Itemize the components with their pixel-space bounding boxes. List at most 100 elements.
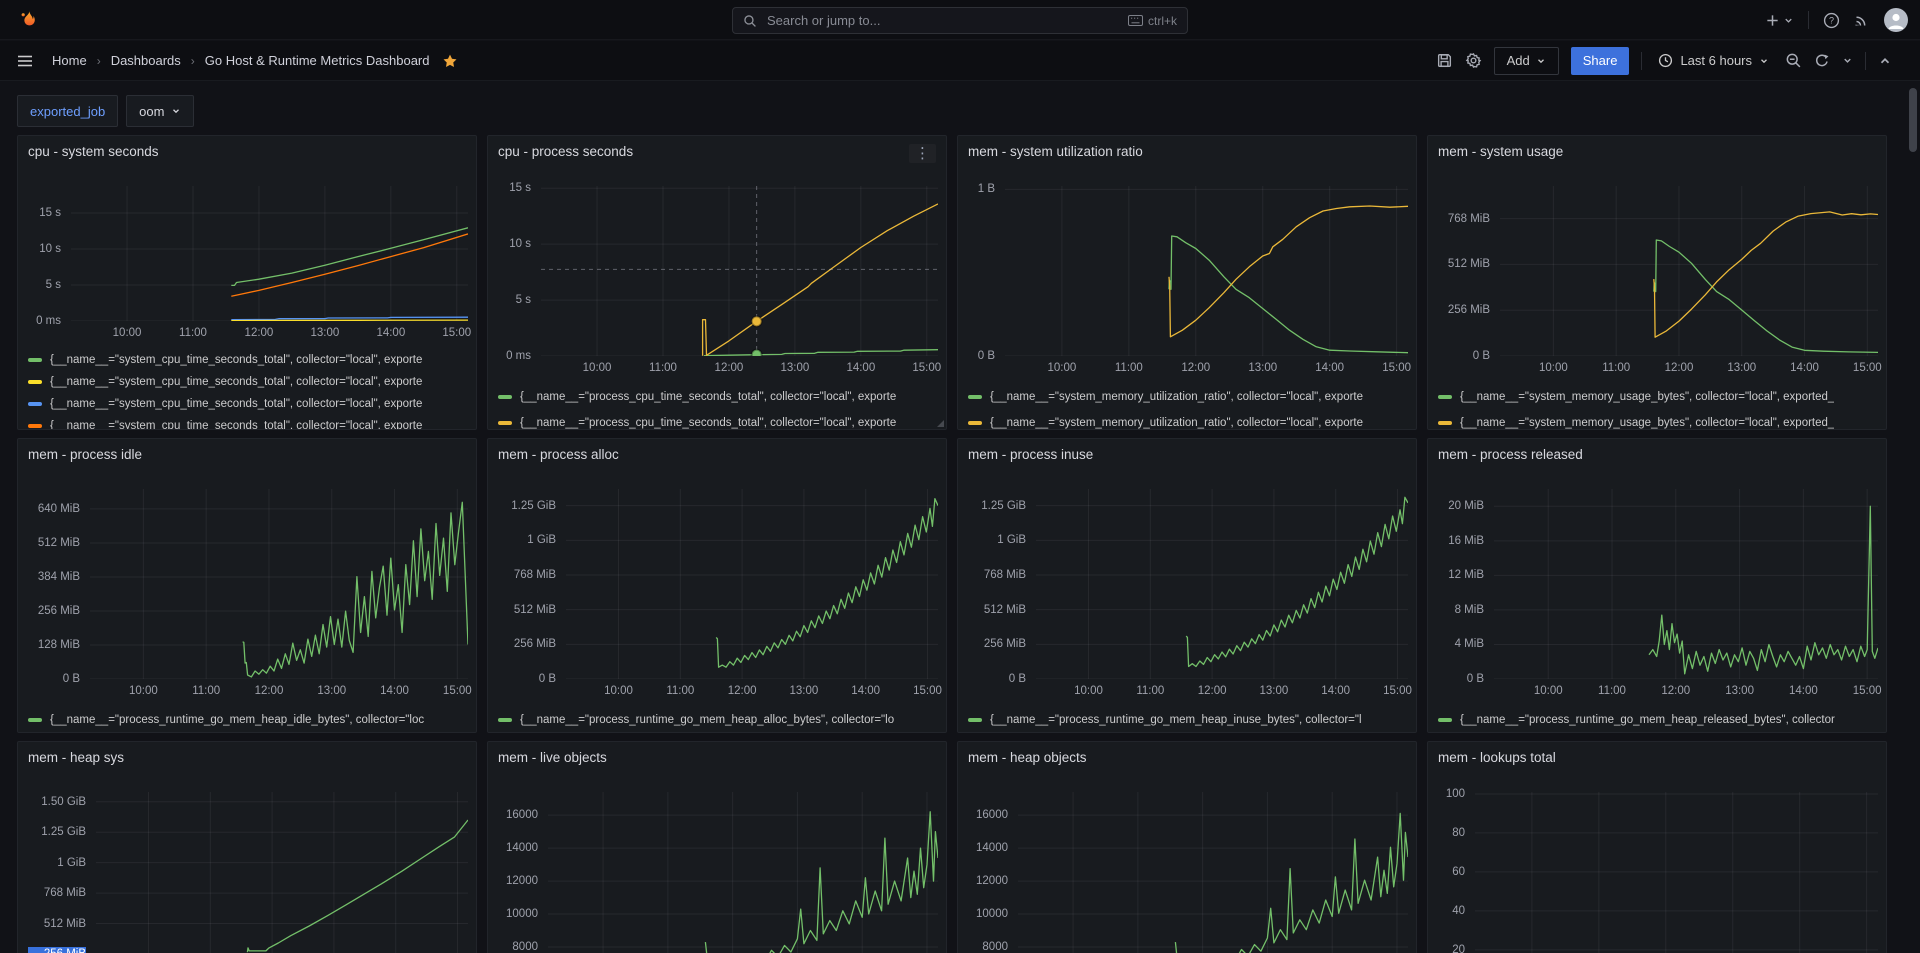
chart-canvas[interactable] <box>541 186 938 356</box>
legend-item[interactable]: {__name__="system_cpu_time_seconds_total… <box>28 393 466 415</box>
chart-canvas[interactable] <box>548 792 938 953</box>
panel-title[interactable]: mem - heap sys <box>28 750 125 765</box>
chart-canvas[interactable] <box>1494 489 1878 679</box>
legend-item[interactable]: {__name__="system_cpu_time_seconds_total… <box>28 371 466 393</box>
y-tick-label: 0 B <box>538 673 556 685</box>
zoom-out-time-icon[interactable] <box>1785 52 1802 69</box>
y-tick-label: 12 MiB <box>1448 569 1484 582</box>
x-tick-label: 13:00 <box>1259 685 1289 697</box>
save-dashboard-icon[interactable] <box>1436 52 1453 69</box>
mega-menu-toggle[interactable] <box>16 52 34 70</box>
legend-item[interactable]: {__name__="system_memory_utilization_rat… <box>968 410 1406 429</box>
scrollbar-thumb[interactable] <box>1909 88 1917 152</box>
news-rss-icon[interactable] <box>1854 12 1870 28</box>
breadcrumb-home[interactable]: Home <box>52 53 87 68</box>
y-tick-label: 512 MiB <box>43 917 86 930</box>
y-tick-label: 16 MiB <box>1448 534 1484 547</box>
legend-item[interactable]: {__name__="system_cpu_time_seconds_total… <box>28 349 466 371</box>
panel-title[interactable]: mem - system utilization ratio <box>968 144 1143 159</box>
variable-value-dropdown[interactable]: oom <box>126 95 195 127</box>
y-tick-label: 512 MiB <box>983 603 1026 616</box>
variable-label-chip[interactable]: exported_job <box>17 95 119 127</box>
chart-canvas[interactable] <box>566 489 938 679</box>
chart-canvas[interactable] <box>1005 186 1408 356</box>
panel-title[interactable]: cpu - process seconds <box>498 144 634 159</box>
variable-value[interactable]: oom <box>139 104 181 119</box>
chart-canvas[interactable] <box>1500 186 1878 356</box>
legend: {__name__="process_runtime_go_mem_heap_i… <box>28 707 466 732</box>
legend-item[interactable]: {__name__="process_runtime_go_mem_heap_r… <box>1438 707 1876 732</box>
time-range-picker[interactable]: Last 6 hours <box>1654 53 1773 68</box>
panel-title[interactable]: mem - heap objects <box>968 750 1087 765</box>
y-tick-label: 1 GiB <box>527 534 556 547</box>
chart-canvas[interactable] <box>71 186 468 321</box>
legend-item[interactable]: {__name__="system_memory_utilization_rat… <box>968 384 1406 410</box>
divider <box>1641 51 1643 70</box>
vertical-scrollbar[interactable] <box>1909 84 1917 953</box>
global-search[interactable]: ctrl+k <box>732 7 1188 34</box>
legend-swatch-icon <box>498 395 512 399</box>
x-tick-label: 12:00 <box>1664 362 1694 374</box>
breadcrumb-dashboards[interactable]: Dashboards <box>110 53 181 68</box>
legend: {__name__="system_cpu_time_seconds_total… <box>28 349 466 429</box>
chart-canvas[interactable] <box>1475 792 1878 953</box>
y-tick-label: 0 B <box>62 673 80 685</box>
panel-menu-icon[interactable]: ⋮ <box>909 144 936 163</box>
plot-area: 16000 14000 12000 10000 8000 <box>498 792 938 953</box>
legend-item[interactable]: {__name__="process_runtime_go_mem_heap_a… <box>498 707 936 732</box>
gear-icon <box>1465 52 1481 69</box>
legend-label: {__name__="process_runtime_go_mem_heap_i… <box>990 714 1362 726</box>
panel-resize-handle[interactable] <box>937 420 944 427</box>
chart-canvas[interactable] <box>1018 792 1408 953</box>
new-button[interactable] <box>1765 13 1794 28</box>
plot-area: 768 MiB 512 MiB 256 MiB 0 B <box>1438 186 1878 362</box>
legend-item[interactable]: {__name__="system_memory_usage_bytes", c… <box>1438 410 1876 429</box>
favorite-star-icon[interactable] <box>442 53 458 69</box>
panel-title[interactable]: mem - process released <box>1438 447 1583 462</box>
legend-label: {__name__="process_cpu_time_seconds_tota… <box>520 417 897 429</box>
variable-name[interactable]: exported_job <box>30 103 106 119</box>
help-icon[interactable]: ? <box>1823 12 1840 29</box>
x-tick-label: 13:00 <box>780 362 810 374</box>
legend-item[interactable]: {__name__="process_runtime_go_mem_heap_i… <box>28 707 466 732</box>
y-tick-label: 1.25 GiB <box>511 499 556 512</box>
plot-area: 20 MiB 16 MiB 12 MiB 8 MiB 4 MiB 0 B <box>1438 489 1878 685</box>
chart-canvas[interactable] <box>90 489 468 679</box>
panel-title[interactable]: mem - lookups total <box>1438 750 1556 765</box>
x-axis: 10:00 11:00 12:00 13:00 14:00 15:00 <box>1438 683 1882 701</box>
chart-canvas[interactable] <box>96 792 468 953</box>
search-icon <box>743 14 757 28</box>
refresh-interval-dropdown[interactable] <box>1842 55 1853 66</box>
panel-title[interactable]: cpu - system seconds <box>28 144 159 159</box>
panel-title[interactable]: mem - live objects <box>498 750 607 765</box>
refresh-icon[interactable] <box>1814 53 1830 69</box>
add-button[interactable]: Add <box>1493 46 1559 75</box>
legend-item[interactable]: {__name__="process_runtime_go_mem_heap_i… <box>968 707 1406 732</box>
legend-item[interactable]: {__name__="system_memory_usage_bytes", c… <box>1438 384 1876 410</box>
dashboard-settings-icon[interactable] <box>1465 52 1482 69</box>
x-axis: 10:00 11:00 12:00 13:00 14:00 15:00 <box>498 360 942 378</box>
chart-canvas[interactable] <box>1036 489 1408 679</box>
search-input[interactable] <box>765 12 1120 29</box>
legend-item[interactable]: {__name__="process_cpu_time_seconds_tota… <box>498 384 936 410</box>
x-tick-label: 11:00 <box>666 685 695 697</box>
panel-title[interactable]: mem - system usage <box>1438 144 1564 159</box>
panel-mem-heap-sys: mem - heap sys 1.50 GiB 1.25 GiB 1 GiB 768 M… <box>17 741 477 953</box>
x-tick-label: 13:00 <box>789 685 819 697</box>
y-tick-label: 768 MiB <box>1447 212 1490 225</box>
breadcrumb-current[interactable]: Go Host & Runtime Metrics Dashboard <box>204 53 430 68</box>
panel-title[interactable]: mem - process inuse <box>968 447 1094 462</box>
legend-item[interactable]: {__name__="system_cpu_time_seconds_total… <box>28 415 466 429</box>
panel-mem-process-idle: mem - process idle 640 MiB 512 MiB 384 MiB 2… <box>17 438 477 733</box>
panel-title[interactable]: mem - process alloc <box>498 447 619 462</box>
share-button[interactable]: Share <box>1570 46 1630 75</box>
grafana-logo-icon[interactable] <box>16 8 40 32</box>
legend-item[interactable]: {__name__="process_cpu_time_seconds_tota… <box>498 410 936 429</box>
y-tick-label: 80 <box>1452 826 1465 839</box>
user-avatar[interactable] <box>1884 8 1908 32</box>
plot-area: 16000 14000 12000 10000 8000 <box>968 792 1408 953</box>
legend-label: {__name__="system_memory_utilization_rat… <box>990 391 1364 403</box>
panel-title[interactable]: mem - process idle <box>28 447 143 462</box>
collapse-toolbar-icon[interactable] <box>1878 54 1892 68</box>
